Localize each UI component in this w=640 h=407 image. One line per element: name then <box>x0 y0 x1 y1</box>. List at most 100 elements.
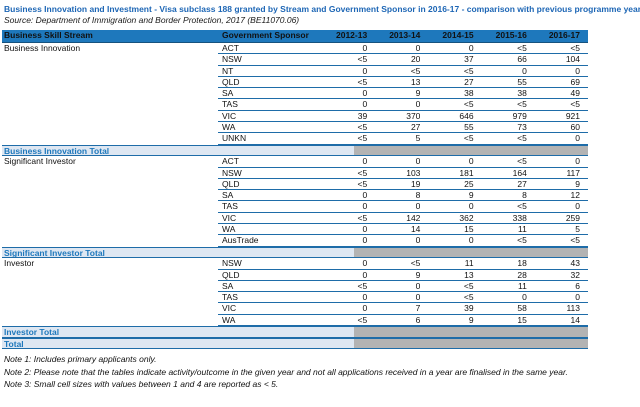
value-cell: 27 <box>428 77 482 89</box>
value-cell: 0 <box>375 201 429 213</box>
value-cell: <5 <box>322 54 376 66</box>
value-cell: 0 <box>322 43 376 55</box>
report-source: Source: Department of Immigration and Bo… <box>4 15 300 25</box>
notes-section: Note 1: Includes primary applicants only… <box>2 353 638 391</box>
value-cell: <5 <box>322 315 376 327</box>
column-header-business-skill-stream: Business Skill Stream <box>4 30 93 40</box>
section-total-row: Business Innovation Total <box>2 144 588 157</box>
value-cell: 73 <box>481 122 535 134</box>
sponsor-cell: VIC <box>218 213 322 225</box>
sponsor-cell: UNKN <box>218 133 322 145</box>
value-cell: 58 <box>481 303 535 315</box>
value-cell: 55 <box>428 122 482 134</box>
table-header-row: Business Skill Stream Government Sponsor… <box>2 30 588 43</box>
table-row: UNKN <5 5 <5 <5 0 <box>2 133 589 145</box>
stream-cell <box>2 235 218 246</box>
stream-cell: Business Innovation <box>4 43 81 53</box>
value-cell: 0 <box>375 99 429 111</box>
value-cell: 27 <box>375 122 429 134</box>
value-cell: 27 <box>481 179 535 191</box>
value-cell: <5 <box>428 281 482 293</box>
value-cell: 103 <box>375 168 429 179</box>
stream-cell <box>2 122 218 133</box>
column-header-2014-15: 2014-15 <box>442 30 474 40</box>
value-cell: 11 <box>428 258 482 270</box>
total-row-label: Total <box>2 338 354 349</box>
section-total-row: Investor Total <box>2 326 588 338</box>
table-row: QLD 0 9 13 28 32 <box>2 270 589 281</box>
stream-cell <box>2 133 218 144</box>
value-cell: 259 <box>534 213 589 225</box>
value-cell: 921 <box>534 111 589 123</box>
value-cell: 0 <box>322 292 376 304</box>
value-cell: 646 <box>428 111 482 123</box>
total-values-blank <box>354 338 588 349</box>
value-cell: 9 <box>375 88 429 100</box>
data-table: Business Skill Stream Government Sponsor… <box>2 30 589 350</box>
value-cell: <5 <box>322 179 376 191</box>
value-cell: <5 <box>428 99 482 111</box>
value-cell: 9 <box>428 190 482 202</box>
value-cell: 6 <box>534 281 589 293</box>
value-cell: 0 <box>322 258 376 270</box>
stream-cell <box>2 201 218 212</box>
sponsor-cell: QLD <box>218 77 322 89</box>
value-cell: 979 <box>481 111 535 123</box>
value-cell: 104 <box>534 54 589 66</box>
total-values-blank <box>354 327 588 337</box>
value-cell: 6 <box>375 315 429 327</box>
note-line: Note 3: Small cell sizes with values bet… <box>4 379 279 390</box>
stream-cell <box>2 168 218 179</box>
total-row-label: Investor Total <box>2 327 354 337</box>
value-cell: 39 <box>322 111 376 123</box>
table-row: Significant Investor ACT 0 0 0 <5 0 <box>2 156 589 168</box>
value-cell: 20 <box>375 54 429 66</box>
sponsor-cell: QLD <box>218 179 322 191</box>
value-cell: 338 <box>481 213 535 225</box>
value-cell: 0 <box>481 66 535 77</box>
sponsor-cell: NSW <box>218 168 322 179</box>
sponsor-cell: AusTrade <box>218 235 322 247</box>
table-row: QLD <5 13 27 55 69 <box>2 77 589 89</box>
value-cell: 0 <box>375 235 429 247</box>
sponsor-cell: VIC <box>218 111 322 123</box>
stream-cell <box>2 99 218 110</box>
value-cell: 0 <box>322 224 376 236</box>
value-cell: <5 <box>322 133 376 145</box>
column-header-government-sponsor: Government Sponsor <box>222 30 309 40</box>
stream-cell: Investor <box>4 258 35 269</box>
value-cell: 11 <box>481 281 535 293</box>
value-cell: 0 <box>375 292 429 304</box>
value-cell: 0 <box>322 190 376 202</box>
value-cell: 142 <box>375 213 429 225</box>
value-cell: 164 <box>481 168 535 179</box>
value-cell: 18 <box>481 258 535 270</box>
sponsor-cell: NSW <box>218 54 322 66</box>
value-cell: 9 <box>534 179 589 191</box>
value-cell: <5 <box>428 66 482 77</box>
total-row-label: Significant Investor Total <box>2 247 354 258</box>
value-cell: 55 <box>481 77 535 89</box>
value-cell: 0 <box>322 88 376 100</box>
report-page: Business Innovation and Investment - Vis… <box>2 4 640 391</box>
value-cell: 0 <box>322 201 376 213</box>
table-row: WA 0 14 15 11 5 <box>2 224 589 236</box>
value-cell: <5 <box>481 156 535 168</box>
value-cell: <5 <box>322 168 376 179</box>
value-cell: 15 <box>481 315 535 327</box>
stream-cell <box>2 54 218 65</box>
value-cell: 5 <box>534 224 589 236</box>
value-cell: 32 <box>534 270 589 281</box>
value-cell: 0 <box>322 303 376 315</box>
table-row: SA 0 9 38 38 49 <box>2 88 589 100</box>
value-cell: <5 <box>481 99 535 111</box>
total-row-label: Business Innovation Total <box>2 145 354 156</box>
value-cell: <5 <box>428 133 482 145</box>
value-cell: <5 <box>534 235 589 247</box>
sponsor-cell: TAS <box>218 99 322 111</box>
column-header-2016-17: 2016-17 <box>548 30 581 40</box>
sponsor-cell: SA <box>218 190 322 202</box>
value-cell: 37 <box>428 54 482 66</box>
sponsor-cell: WA <box>218 315 322 327</box>
value-cell: 0 <box>428 43 482 55</box>
